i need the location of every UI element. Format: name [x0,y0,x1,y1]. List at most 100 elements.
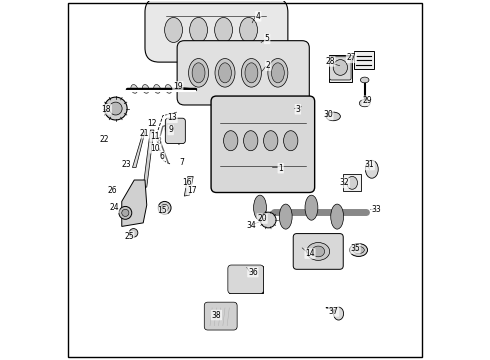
Ellipse shape [223,131,238,151]
Ellipse shape [305,195,318,220]
Text: 1: 1 [278,164,283,173]
Ellipse shape [165,18,182,42]
Text: 34: 34 [246,221,256,230]
FancyBboxPatch shape [228,265,264,294]
Polygon shape [122,180,147,226]
Ellipse shape [366,160,378,178]
Ellipse shape [165,122,178,135]
Ellipse shape [215,59,235,87]
Polygon shape [184,176,193,196]
Ellipse shape [109,102,122,115]
Ellipse shape [326,112,341,121]
Ellipse shape [350,244,368,256]
Text: 20: 20 [257,214,267,223]
Text: 9: 9 [168,126,173,135]
FancyBboxPatch shape [330,57,351,80]
Text: 17: 17 [187,185,197,194]
Ellipse shape [219,63,231,83]
FancyBboxPatch shape [211,96,315,193]
Bar [206,303,236,328]
FancyBboxPatch shape [204,302,237,330]
Ellipse shape [242,59,262,87]
FancyBboxPatch shape [293,234,343,269]
Text: 4: 4 [256,12,261,21]
Ellipse shape [284,131,298,151]
Text: 28: 28 [325,57,335,66]
Ellipse shape [176,85,183,93]
Text: 22: 22 [99,135,109,144]
Text: 13: 13 [167,113,177,122]
Text: 36: 36 [248,268,258,277]
Ellipse shape [131,85,138,93]
Text: 26: 26 [107,185,117,194]
Text: 19: 19 [173,82,183,91]
Ellipse shape [104,97,127,120]
Text: 2: 2 [266,61,270,70]
Ellipse shape [122,209,129,216]
Text: 29: 29 [363,96,372,105]
Ellipse shape [307,243,330,260]
Text: 30: 30 [323,111,333,120]
Text: 12: 12 [147,120,157,129]
Ellipse shape [279,204,292,229]
Ellipse shape [245,63,258,83]
Text: 37: 37 [329,307,339,316]
Bar [329,55,352,82]
Text: 6: 6 [160,152,165,161]
Text: 32: 32 [340,178,349,187]
Ellipse shape [154,85,161,93]
Text: 7: 7 [179,158,184,167]
Text: 24: 24 [109,203,119,212]
Text: 15: 15 [157,206,167,215]
Ellipse shape [331,204,343,229]
Ellipse shape [165,85,172,93]
Ellipse shape [240,18,258,42]
Text: 38: 38 [212,311,221,320]
Bar [229,266,263,293]
Text: 21: 21 [140,129,149,138]
FancyBboxPatch shape [177,41,309,105]
Text: 11: 11 [150,132,160,141]
Text: 31: 31 [365,161,374,170]
Text: 16: 16 [182,178,192,187]
Ellipse shape [312,246,325,257]
Ellipse shape [189,59,209,87]
Ellipse shape [359,100,370,107]
Text: 33: 33 [371,205,381,214]
Ellipse shape [271,63,284,83]
Ellipse shape [215,18,232,42]
Ellipse shape [158,202,171,214]
Ellipse shape [244,131,258,151]
FancyBboxPatch shape [165,118,185,144]
Ellipse shape [142,85,149,93]
Ellipse shape [260,212,276,228]
Text: 10: 10 [150,144,160,153]
Ellipse shape [253,195,267,220]
Ellipse shape [268,59,288,87]
Text: 14: 14 [305,249,315,258]
Ellipse shape [119,206,132,219]
Ellipse shape [353,247,364,253]
Polygon shape [132,132,145,167]
Ellipse shape [360,77,369,83]
Text: 23: 23 [122,161,131,170]
Ellipse shape [347,176,358,189]
Text: 3: 3 [295,105,300,114]
Text: 18: 18 [101,105,111,114]
Text: 25: 25 [124,232,134,241]
Ellipse shape [190,18,207,42]
Bar [343,174,361,192]
Text: 8: 8 [156,137,161,146]
Polygon shape [143,130,154,187]
Ellipse shape [188,85,195,93]
Ellipse shape [333,60,347,75]
Text: 27: 27 [346,53,356,62]
FancyBboxPatch shape [145,0,288,62]
Text: 5: 5 [265,35,270,44]
Ellipse shape [334,307,343,320]
Bar [354,51,373,69]
Ellipse shape [129,229,138,237]
Ellipse shape [192,63,205,83]
Ellipse shape [264,131,278,151]
Ellipse shape [161,204,168,211]
